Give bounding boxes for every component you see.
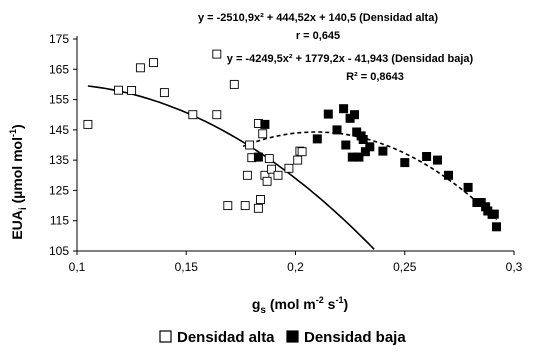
- point-densidad-alta: [159, 88, 169, 98]
- y-axis-label: EUAi (µmol mol-1): [8, 124, 29, 239]
- point-densidad-alta: [83, 119, 93, 129]
- point-densidad-baja: [400, 158, 410, 168]
- x-tick-label: 0,15: [175, 260, 199, 274]
- point-densidad-alta: [135, 63, 145, 73]
- legend-label-densidad-alta: Densidad alta: [177, 329, 275, 346]
- y-tick-label: 165: [49, 62, 69, 76]
- point-densidad-baja: [463, 182, 473, 192]
- point-densidad-baja: [354, 152, 364, 162]
- x-tick-label: 0,2: [287, 260, 304, 274]
- y-tick-label: 155: [49, 93, 69, 107]
- axes: 105 115 125 135 145 155 165 175 0,1 0,15 0,2 0,25 0,…: [49, 32, 523, 274]
- legend-label-densidad-baja: Densidad baja: [304, 329, 406, 346]
- x-tick-label: 0,3: [506, 260, 523, 274]
- point-densidad-baja: [489, 209, 499, 219]
- point-densidad-baja: [323, 109, 333, 119]
- point-densidad-baja: [339, 104, 349, 114]
- point-densidad-baja: [332, 125, 342, 135]
- point-densidad-alta: [267, 164, 276, 174]
- y-tick-label: 175: [49, 32, 69, 46]
- point-densidad-baja: [444, 170, 453, 180]
- fit-equation-alta: y = -2510,9x² + 444,52x + 140,5 (Densida…: [198, 12, 438, 24]
- point-densidad-alta: [284, 163, 294, 173]
- point-densidad-baja: [358, 135, 368, 144]
- point-densidad-alta: [297, 147, 307, 157]
- point-densidad-alta: [258, 129, 268, 139]
- y-tick-label: 135: [49, 153, 69, 167]
- point-densidad-alta: [273, 170, 283, 180]
- point-densidad-alta: [256, 195, 265, 204]
- point-densidad-alta: [114, 85, 123, 95]
- point-densidad-alta: [212, 110, 222, 120]
- point-densidad-alta: [245, 140, 255, 150]
- point-densidad-baja: [492, 222, 501, 232]
- data-points: [83, 49, 501, 232]
- point-densidad-alta: [240, 201, 250, 211]
- y-tick-label: 115: [50, 214, 69, 228]
- fit-curves: [87, 85, 498, 250]
- fit-curve-densidad-baja: [242, 131, 498, 221]
- point-densidad-alta: [242, 170, 252, 180]
- legend-marker-densidad-baja: [286, 330, 299, 343]
- legend-marker-densidad-alta: [159, 330, 172, 343]
- x-tick-label: 0,25: [393, 260, 417, 274]
- point-densidad-alta: [127, 86, 137, 95]
- point-densidad-alta: [253, 203, 263, 213]
- y-tick-label: 145: [49, 123, 69, 137]
- y-tick-label: 125: [49, 183, 69, 197]
- point-densidad-alta: [223, 201, 233, 211]
- point-densidad-alta: [262, 176, 272, 186]
- fit-stat-baja: R² = 0,8643: [346, 71, 404, 83]
- point-densidad-baja: [260, 119, 270, 129]
- y-tick-label: 105: [49, 244, 69, 258]
- point-densidad-baja: [433, 155, 442, 165]
- point-densidad-baja: [378, 146, 388, 156]
- point-densidad-alta: [293, 155, 303, 165]
- point-densidad-alta: [264, 154, 274, 164]
- fit-curve-densidad-alta: [87, 85, 375, 250]
- point-densidad-baja: [422, 152, 432, 161]
- point-densidad-alta: [212, 49, 222, 59]
- fit-equation-baja: y = -4249,5x² + 1779,2x - 41,943 (Densid…: [227, 53, 474, 65]
- x-axis-label: gs (mol m-2 s-1): [252, 295, 348, 316]
- fit-stat-alta: r = 0,645: [296, 30, 340, 42]
- point-densidad-alta: [149, 58, 158, 68]
- legend: Densidad alta Densidad baja: [159, 329, 406, 346]
- point-densidad-baja: [365, 142, 375, 152]
- point-densidad-alta: [229, 79, 239, 89]
- point-densidad-alta: [188, 110, 198, 120]
- x-tick-label: 0,1: [69, 260, 86, 274]
- point-densidad-baja: [341, 140, 351, 150]
- point-densidad-baja: [253, 152, 263, 162]
- point-densidad-baja: [350, 110, 359, 120]
- point-densidad-baja: [312, 134, 322, 144]
